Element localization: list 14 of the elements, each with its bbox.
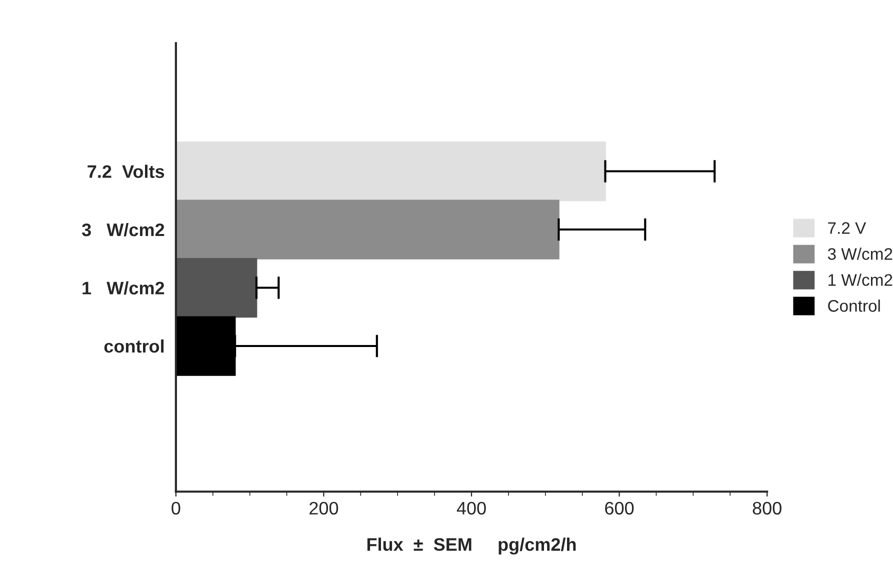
- x-tick-label: 600: [605, 502, 634, 515]
- y-tick-label: control: [104, 339, 164, 353]
- x-tick-label: 200: [310, 502, 338, 515]
- y-tick-label: 7.2 Volts: [88, 164, 164, 178]
- legend-label: 1 W/cm2: [828, 274, 892, 286]
- x-tick-label: 400: [456, 502, 486, 515]
- x-tick-label: 800: [752, 502, 782, 515]
- legend-label: 7.2 V: [828, 222, 866, 234]
- x-axis-title: Flux ± SEM pg/cm2/h: [367, 538, 576, 555]
- legend-label: Control: [828, 300, 880, 312]
- y-tick-label: 1 W/cm2: [82, 281, 164, 295]
- y-tick-label: 3 W/cm2: [82, 222, 164, 236]
- legend-label: 3 W/cm2: [828, 248, 892, 260]
- x-tick-label: 0: [172, 502, 180, 515]
